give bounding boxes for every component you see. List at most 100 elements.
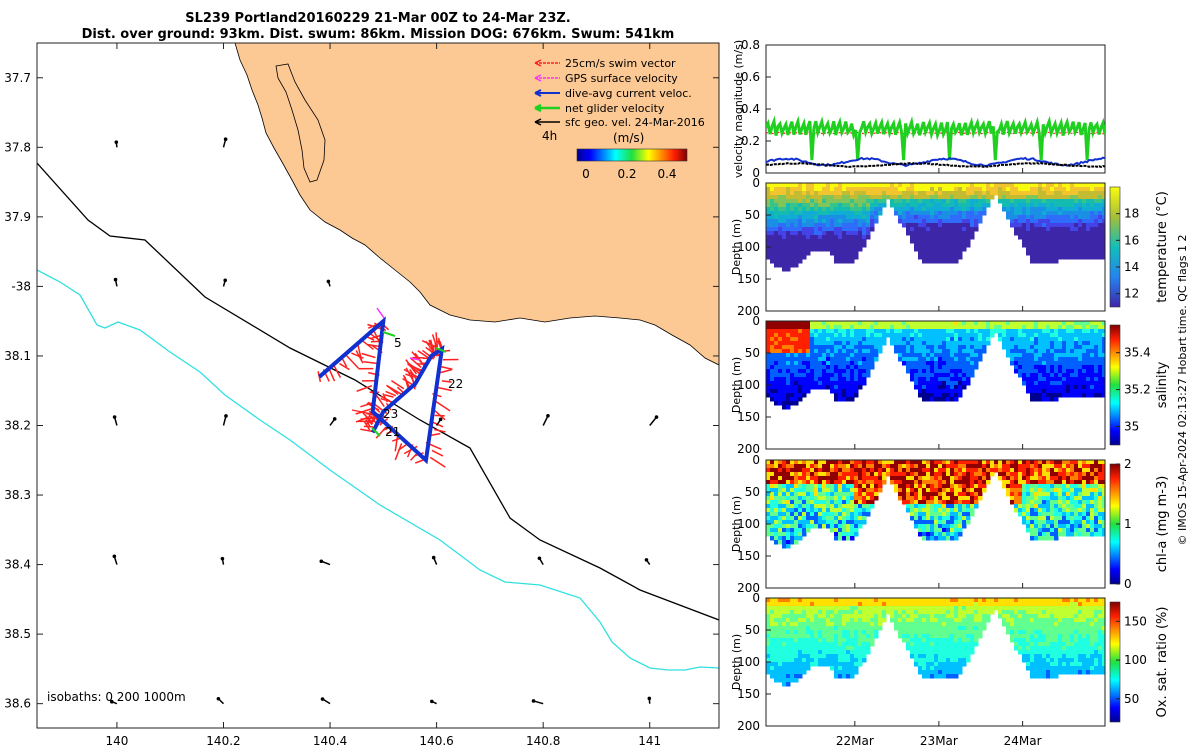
section-panel: 0 50 100 150 200 Depth (m) 0 1 2 chl-a (mg m-3) [730, 453, 1170, 595]
map-x-tick-label: 140.8 [526, 734, 560, 748]
geostrophic-arrow [542, 414, 550, 426]
geostrophic-arrow [112, 554, 118, 565]
geostrophic-arrow [222, 137, 228, 148]
net-glider-velocity-marks [371, 331, 447, 437]
map-x-tick-label: 140.6 [419, 734, 453, 748]
surface-geostrophic-arrows [110, 137, 659, 705]
swim-vector-cluster [317, 322, 459, 468]
swim-vector [351, 409, 373, 415]
legend-label: GPS surface velocity [565, 72, 678, 85]
swim-vector [365, 419, 371, 428]
dive-avg-current-track [318, 316, 445, 465]
depth-tick-label: 150 [737, 272, 760, 286]
swim-vector [355, 350, 364, 364]
waypoint-label: 5 [394, 336, 402, 350]
geostrophic-arrow [647, 696, 652, 704]
swim-vector [355, 407, 373, 415]
swim-vector [339, 362, 350, 371]
swim-vector [362, 411, 374, 425]
colorbar-tick: 0 [582, 167, 590, 181]
geostrophic-arrow [644, 558, 651, 566]
map-x-tick-label: 140.2 [206, 734, 240, 748]
velocity-y-tick-label: 0.6 [741, 70, 760, 84]
swim-vector [385, 390, 397, 397]
swim-vector [403, 445, 418, 455]
map-y-tick-label: -38 [11, 279, 31, 293]
swim-vector [414, 352, 426, 368]
section-field [766, 460, 1105, 549]
swim-vector [356, 385, 373, 392]
legend-label: net glider velocity [565, 102, 665, 115]
depth-ylabel: Depth (m) [730, 219, 743, 275]
waypoint-label: 22 [448, 377, 463, 391]
depth-tick-label: 100 [737, 517, 760, 531]
swim-vector [405, 359, 418, 375]
time-tick-label: 24Mar [1004, 734, 1042, 748]
depth-tick-label: 50 [745, 208, 760, 222]
swim-vector [441, 380, 452, 383]
time-x-axis: 22Mar 23Mar 24Mar [836, 168, 1042, 748]
depth-tick-label: 200 [737, 304, 760, 318]
swim-vector [363, 360, 379, 365]
section-colorbar [1109, 186, 1121, 308]
legend-item: net glider velocity [534, 102, 665, 115]
map-x-tick-label: 141 [638, 734, 661, 748]
geostrophic-arrow [431, 555, 438, 565]
depth-tick-label: 100 [737, 240, 760, 254]
colorbar-label: salinity [1155, 361, 1170, 408]
depth-ylabel: Depth (m) [730, 634, 743, 690]
swim-vector [436, 386, 452, 392]
map-x-tick-label: 140 [105, 734, 128, 748]
velocity-y-tick-label: 0 [752, 166, 760, 180]
map-y-tick-label: 38.6 [4, 697, 31, 711]
depth-tick-label: 50 [745, 346, 760, 360]
depth-tick-label: 100 [737, 655, 760, 669]
section-field [766, 183, 1105, 272]
figure-subtitle: Dist. over ground: 93km. Dist. swum: 86k… [82, 27, 675, 42]
swim-vector [394, 434, 399, 452]
geostrophic-arrow [222, 278, 228, 287]
legend-label: dive-avg current veloc. [565, 87, 692, 100]
swim-vector [386, 384, 399, 395]
map-y-axis: 37.7 37.8 37.9 -38 38.1 38.2 38.3 38.4 38.5 38.6 [4, 71, 719, 711]
colorbar-label: chl-a (mg m-3) [1155, 476, 1170, 573]
velocity-y-tick-label: 0.8 [741, 38, 760, 52]
swim-vector [384, 394, 394, 398]
gps-surface-velocity-marks [376, 307, 421, 361]
map-y-tick-label: 38.5 [4, 627, 31, 641]
section-panel: 0 50 100 150 200 Depth (m) 35 35.2 35.4 salinity [730, 314, 1170, 456]
colorbar-tick-label: 16 [1124, 233, 1139, 247]
swim-vector [382, 393, 389, 403]
depth-tick-label: 200 [737, 581, 760, 595]
depth-tick-label: 200 [737, 719, 760, 733]
geostrophic-arrow [537, 556, 544, 565]
swim-vector [431, 449, 444, 457]
geostrophic-arrow [329, 417, 337, 426]
colorbar-tick: 0.4 [657, 167, 676, 181]
map-y-tick-label: 37.9 [4, 210, 31, 224]
swim-vector [414, 459, 424, 464]
section-field [766, 598, 1105, 687]
isobaths-label: isobaths: 0 200 1000m [47, 690, 186, 704]
legend-item: GPS surface velocity [534, 72, 678, 85]
map-y-tick-label: 37.8 [4, 140, 31, 154]
depth-tick-label: 0 [752, 453, 760, 467]
net-velocity-series [766, 115, 1105, 161]
swim-vector [361, 352, 376, 359]
geostrophic-arrow [326, 279, 331, 287]
depth-tick-label: 0 [752, 176, 760, 190]
geostrophic-arrow [222, 414, 228, 426]
legend-item: sfc geo. vel. 24-Mar-2016 [534, 116, 705, 129]
swim-vector [365, 416, 373, 426]
colorbar-tick-label: 35.4 [1124, 346, 1151, 360]
map-y-tick-label: 38.1 [4, 349, 31, 363]
legend-item: dive-avg current veloc. [534, 87, 692, 100]
colorbar-tick-label: 18 [1124, 207, 1139, 221]
swim-vector [391, 379, 405, 390]
swim-vector [342, 358, 348, 368]
colorbar-tick: 0.2 [617, 167, 636, 181]
depth-ylabel: Depth (m) [730, 496, 743, 552]
land-mass [234, 43, 719, 366]
depth-tick-label: 0 [752, 591, 760, 605]
